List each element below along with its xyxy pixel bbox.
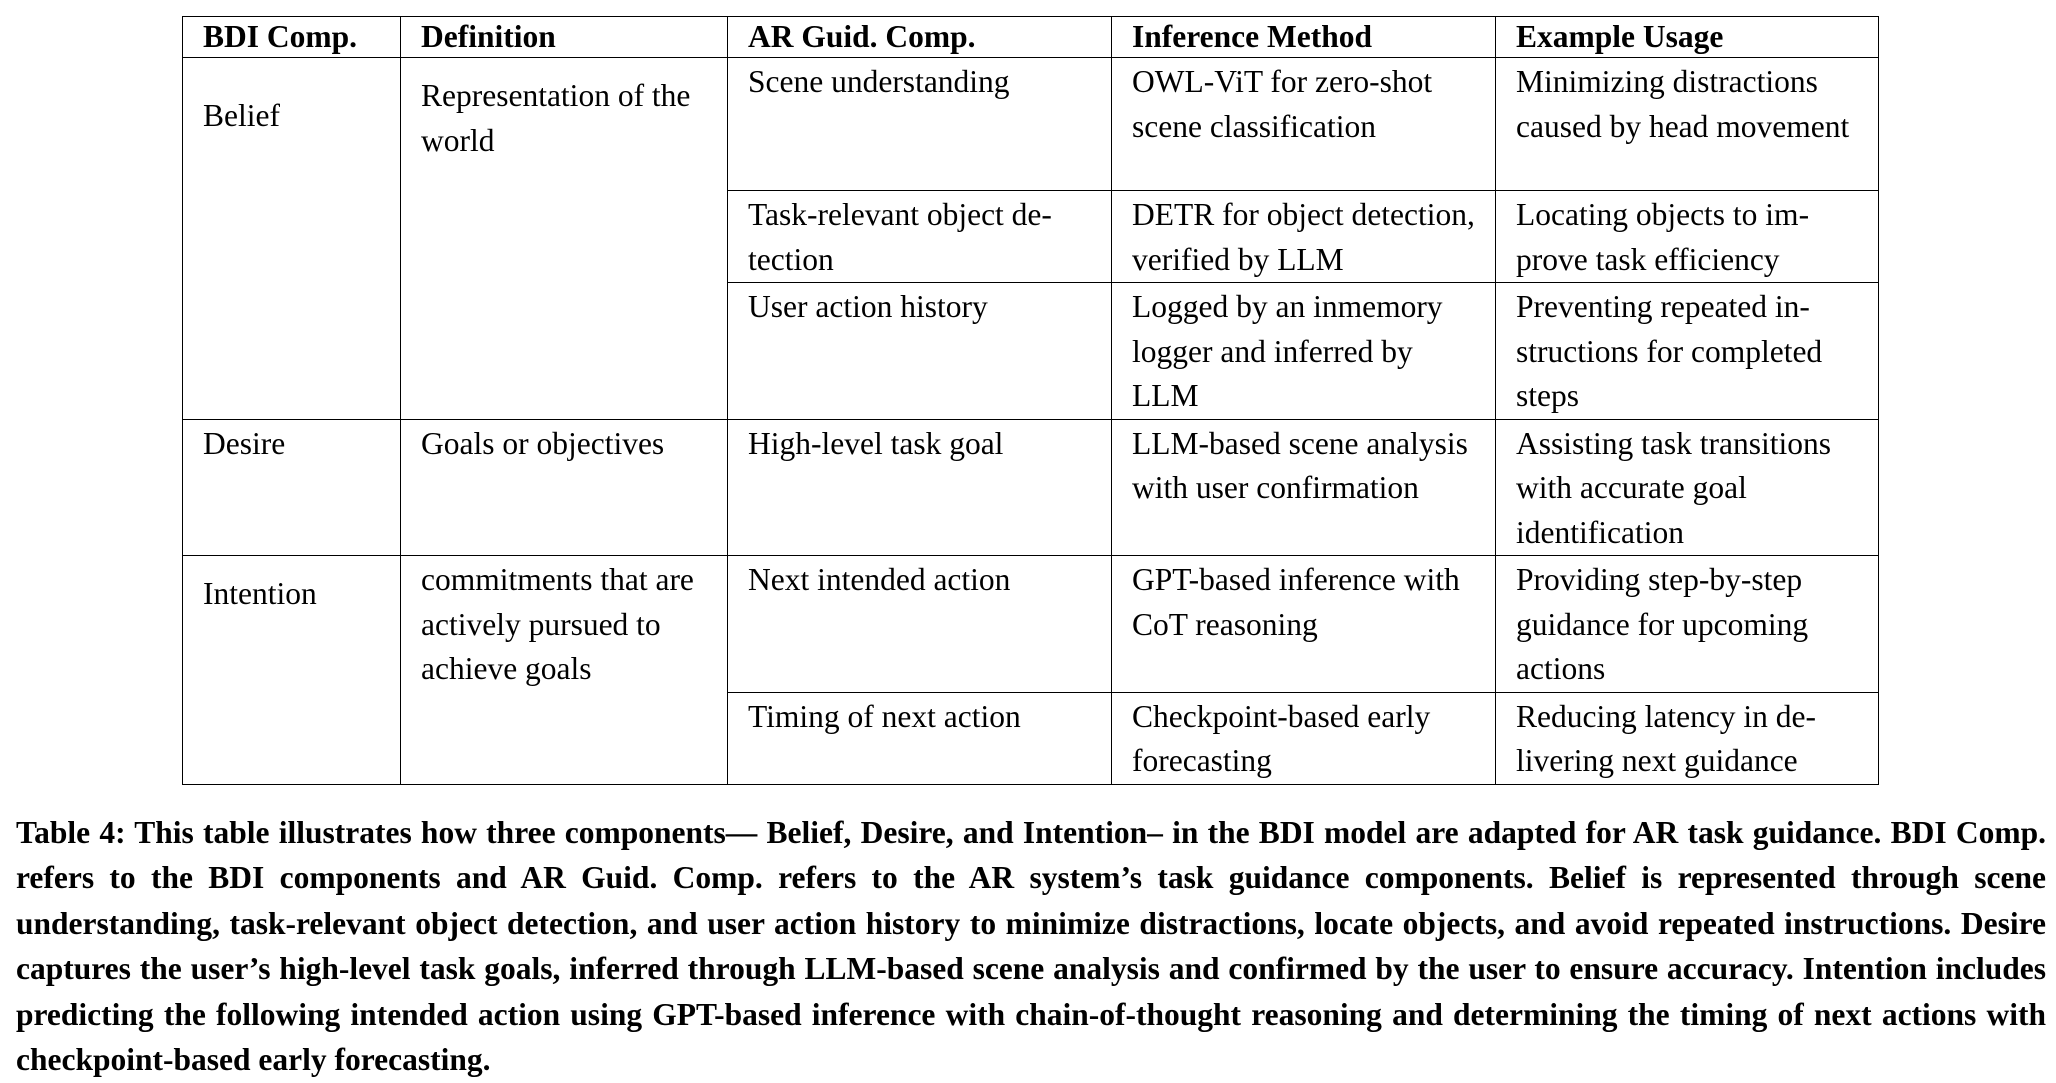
bdi-table: BDI Comp. Definition AR Guid. Comp. Infe… (182, 16, 1879, 785)
header-definition: Definition (400, 16, 728, 58)
table-row: Belief Representation of the world Scene… (182, 57, 1879, 420)
ar-component-cell: Timing of next action (727, 691, 1112, 785)
header-row: BDI Comp. Definition AR Guid. Comp. Infe… (182, 16, 1879, 58)
example-usage-cell: Reducing latency in de­livering next gui… (1495, 691, 1879, 785)
header-bdi-comp: BDI Comp. (182, 16, 401, 58)
component-desire: Desire (182, 418, 401, 556)
inference-method-cell: DETR for object detec­tion, verified by … (1111, 190, 1496, 283)
ar-component-cell: User action history (727, 282, 1112, 420)
definition-intention: commitments that are actively pursued to… (400, 555, 728, 785)
inference-method-cell: Logged by an in­memory logger and inferr… (1111, 282, 1496, 420)
ar-component-cell: Scene understanding (727, 57, 1112, 191)
component-intention: Intention (182, 555, 401, 785)
table-row: Task-relevant object de­tection DETR for… (183, 190, 1879, 283)
inference-method-cell: OWL-ViT for zero-shot scene classificati… (1111, 57, 1496, 191)
table-row: User action history Logged by an in­memo… (183, 282, 1879, 420)
inference-method-cell: GPT-based inference with CoT reasoning (1111, 555, 1496, 693)
example-usage-cell: Assisting task transi­tions with accurat… (1495, 418, 1879, 556)
definition-desire: Goals or objectives (400, 418, 728, 556)
example-usage-cell: Preventing repeated in­structions for co… (1495, 282, 1879, 420)
table-row: Timing of next action Checkpoint-based e… (183, 691, 1879, 785)
component-belief: Belief (182, 57, 401, 420)
example-usage-cell: Providing step-by-step guidance for upco… (1495, 555, 1879, 693)
table-row: Intention commitments that are actively … (182, 555, 1879, 785)
header-ar-guid-comp: AR Guid. Comp. (727, 16, 1112, 58)
inference-method-cell: LLM-based scene anal­ysis with user conf… (1111, 418, 1496, 556)
ar-component-cell: Next intended action (727, 555, 1112, 693)
definition-belief: Representation of the world (400, 57, 728, 420)
header-example-usage: Example Usage (1495, 16, 1879, 58)
inference-method-cell: Checkpoint-based early forecasting (1111, 691, 1496, 785)
example-usage-cell: Minimizing distractions caused by head m… (1495, 57, 1879, 191)
header-inference-method: Inference Method (1111, 16, 1496, 58)
table-row: Desire Goals or objectives High-level ta… (182, 418, 1879, 556)
table-caption: Table 4: This table illustrates how thre… (16, 814, 2046, 1078)
ar-component-cell: Task-relevant object de­tection (727, 190, 1112, 283)
ar-component-cell: High-level task goal (727, 418, 1112, 556)
example-usage-cell: Locating objects to im­prove task effici… (1495, 190, 1879, 283)
